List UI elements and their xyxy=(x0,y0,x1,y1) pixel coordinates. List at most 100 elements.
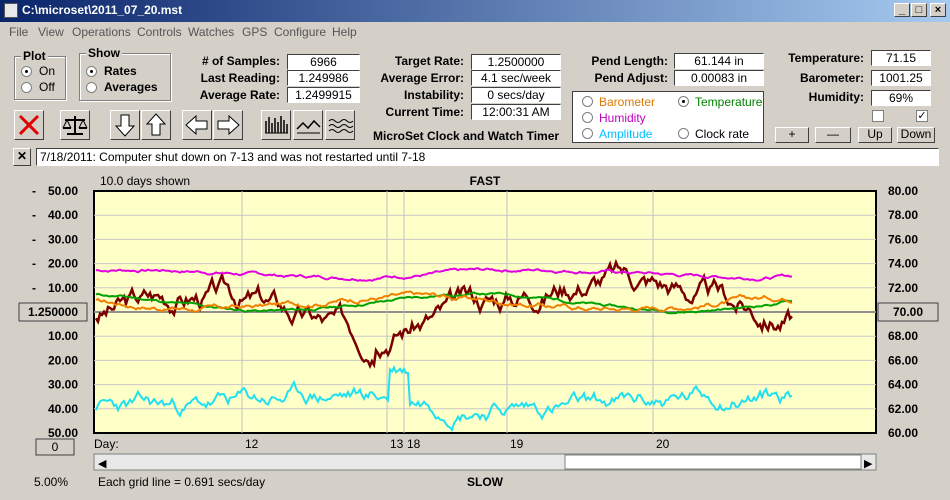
menu-file[interactable]: File xyxy=(9,25,29,39)
note-close-button[interactable]: ✕ xyxy=(13,148,31,166)
wave-view-button[interactable] xyxy=(325,110,355,140)
samples-value: 6966 xyxy=(287,54,360,70)
show-averages-label: Averages xyxy=(104,80,158,94)
pend-adjust-label: Pend Adjust: xyxy=(594,71,668,85)
scale-minus-button[interactable]: — xyxy=(815,127,851,143)
left-tick-label: 30.00 xyxy=(48,232,78,246)
instability-value: 0 secs/day xyxy=(471,87,561,103)
temperature-label: Temperature: xyxy=(788,51,864,65)
average-rate-label: Average Rate: xyxy=(199,88,280,102)
menu-configure[interactable]: Configure xyxy=(274,25,327,39)
bar-chart-icon xyxy=(265,116,288,134)
scale-plus-button[interactable]: + xyxy=(775,127,809,143)
balance-button[interactable] xyxy=(60,110,90,140)
day-tick-label: 18 xyxy=(407,437,421,451)
checkbox-left[interactable] xyxy=(872,110,884,122)
show-group: Show Rates Averages xyxy=(79,46,171,101)
menu-controls[interactable]: Controls xyxy=(137,25,182,39)
average-rate-value: 1.2499915 xyxy=(287,87,360,103)
sensor-clockrate-radio[interactable] xyxy=(678,128,689,139)
target-rate-value: 1.2500000 xyxy=(471,54,561,70)
scroll-up-button[interactable] xyxy=(141,110,171,140)
day-tick-label: 19 xyxy=(510,437,524,451)
zoom-label: 5.00% xyxy=(34,475,68,489)
minimize-button[interactable]: _ xyxy=(894,3,910,17)
right-tick-label: 80.00 xyxy=(888,184,918,198)
day-tick-label: 12 xyxy=(245,437,259,451)
menu-help[interactable]: Help xyxy=(332,25,357,39)
line-view-button[interactable] xyxy=(293,110,323,140)
left-tick-label: 50.00 xyxy=(48,184,78,198)
grid-note: Each grid line = 0.691 secs/day xyxy=(98,475,265,489)
left-tick-label: 10.00 xyxy=(48,329,78,343)
chart-title: FAST xyxy=(470,174,501,188)
scale-up-button[interactable]: Up xyxy=(858,127,892,143)
target-rate-label: Target Rate: xyxy=(394,54,464,68)
right-tick-label: 68.00 xyxy=(888,329,918,343)
series-line-clock-rate xyxy=(94,258,793,370)
pend-length-value: 61.144 in xyxy=(674,53,764,69)
right-tick-label: 66.00 xyxy=(888,353,918,367)
sensor-barometer-radio[interactable] xyxy=(582,96,593,107)
title-bar: C:\microset\2011_07_20.mst _ □ × xyxy=(0,0,950,22)
right-center-box xyxy=(877,302,939,322)
plot-off-radio[interactable] xyxy=(21,82,32,93)
days-shown-label: 10.0 days shown xyxy=(100,174,190,188)
sensor-amplitude-radio[interactable] xyxy=(582,128,593,139)
left-tick-label: 40.00 xyxy=(48,208,78,222)
left-tick-label: 40.00 xyxy=(48,402,78,416)
series-line-barometer xyxy=(95,290,793,314)
sensor-barometer-label: Barometer xyxy=(599,95,656,109)
pend-adjust-value: 0.00083 in xyxy=(674,70,764,86)
arrow-down-icon xyxy=(114,114,136,137)
maximize-button[interactable]: □ xyxy=(911,3,927,17)
sensor-humidity-label: Humidity xyxy=(599,111,646,125)
scroll-right-button[interactable] xyxy=(213,110,243,140)
scroll-left-button[interactable] xyxy=(182,110,212,140)
menu-watches[interactable]: Watches xyxy=(188,25,235,39)
right-center-label: 70.00 xyxy=(893,305,923,319)
h-scrollbar-thumb[interactable] xyxy=(564,454,862,470)
day-axis-label: Day: xyxy=(94,437,119,451)
note-field[interactable]: 7/18/2011: Computer shut down on 7-13 an… xyxy=(36,148,939,166)
series-line-humidity xyxy=(95,267,793,282)
barometer-value: 1001.25 xyxy=(871,70,931,86)
arrow-up-icon xyxy=(145,113,167,136)
red-x-icon xyxy=(18,114,40,136)
scroll-down-button[interactable] xyxy=(110,110,140,140)
plot-off-label: Off xyxy=(39,80,55,94)
show-rates-radio[interactable] xyxy=(86,66,97,77)
chart: FAST SLOW 10.0 days shown Day: 12 13 18 19 20 50.… xyxy=(10,170,940,496)
plot-on-radio[interactable] xyxy=(21,66,32,77)
last-reading-label: Last Reading: xyxy=(200,71,280,85)
arrow-left-icon xyxy=(185,114,208,136)
sensor-temperature-radio[interactable] xyxy=(678,96,689,107)
humidity-label: Humidity: xyxy=(808,90,864,104)
show-averages-radio[interactable] xyxy=(86,82,97,93)
average-error-label: Average Error: xyxy=(380,71,464,85)
left-tick-sign: - xyxy=(32,208,36,222)
last-reading-value: 1.249986 xyxy=(287,70,360,86)
menu-bar: File View Operations Controls Watches GP… xyxy=(0,23,950,41)
left-tick-label: 50.00 xyxy=(48,426,78,440)
checkbox-right[interactable]: ✓ xyxy=(916,110,928,122)
sensor-humidity-radio[interactable] xyxy=(582,112,593,123)
bars-view-button[interactable] xyxy=(261,110,291,140)
app-caption: MicroSet Clock and Watch Timer xyxy=(373,129,560,143)
right-tick-label: 64.00 xyxy=(888,378,918,392)
left-tick-sign: - xyxy=(32,184,36,198)
scale-down-button[interactable]: Down xyxy=(897,127,935,143)
menu-view[interactable]: View xyxy=(38,25,64,39)
center-value-box xyxy=(18,302,88,322)
sensor-clockrate-label: Clock rate xyxy=(695,127,750,141)
close-window-button[interactable]: × xyxy=(930,3,946,17)
right-tick-label: 76.00 xyxy=(888,232,918,246)
right-tick-label: 78.00 xyxy=(888,208,918,222)
menu-operations[interactable]: Operations xyxy=(72,25,131,39)
menu-gps[interactable]: GPS xyxy=(242,25,268,39)
day-tick-label: 13 xyxy=(390,437,404,451)
chart-bottom-label: SLOW xyxy=(467,475,504,489)
stop-button[interactable] xyxy=(14,110,44,140)
barometer-label: Barometer: xyxy=(799,71,864,85)
scales-icon xyxy=(62,116,88,135)
